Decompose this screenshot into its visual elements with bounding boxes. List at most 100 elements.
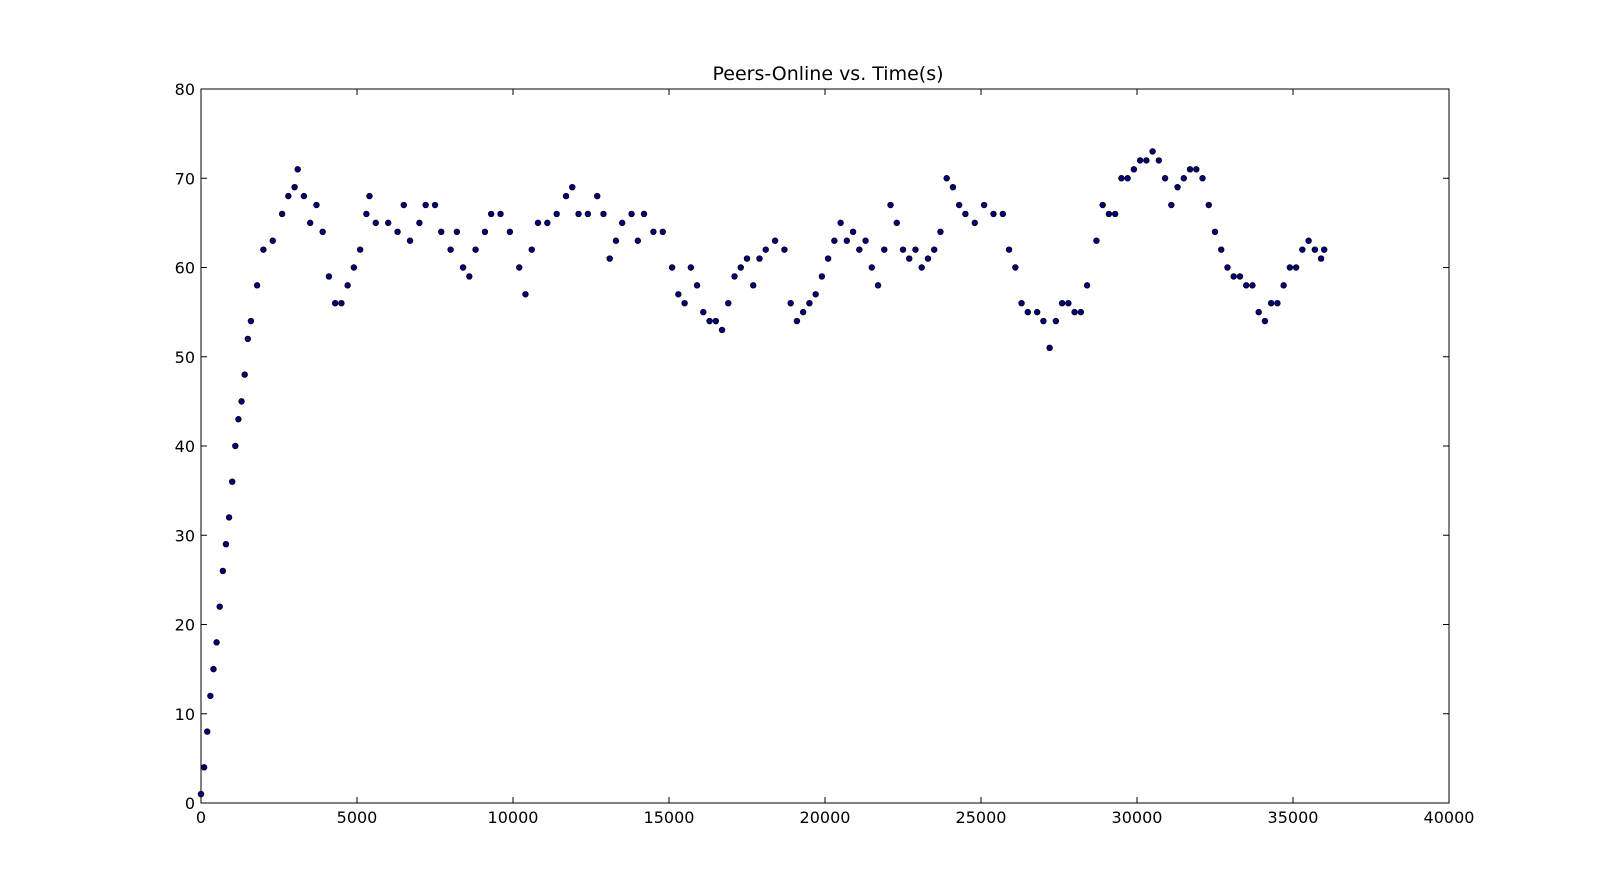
data-point (799, 308, 807, 316)
data-point (659, 228, 666, 235)
data-point (200, 764, 208, 771)
data-point (1205, 201, 1212, 209)
data-point (1161, 175, 1169, 182)
data-point (781, 246, 788, 253)
x-tick-label: 0 (196, 808, 206, 827)
data-point (675, 291, 682, 298)
data-point (1136, 157, 1144, 164)
data-point (235, 416, 242, 423)
data-point (971, 219, 978, 227)
data-point (575, 210, 582, 218)
data-point (594, 192, 601, 200)
data-point (294, 166, 301, 173)
data-point (307, 219, 314, 227)
data-point (1174, 183, 1181, 191)
chart-title: Peers-Online vs. Time(s) (712, 63, 943, 85)
data-point (1317, 255, 1325, 262)
data-point (269, 237, 276, 244)
data-point (762, 246, 769, 253)
data-point (213, 639, 220, 646)
data-point (344, 282, 351, 289)
data-point (438, 228, 445, 235)
data-point (955, 201, 963, 209)
data-point (216, 603, 223, 610)
data-point (422, 201, 429, 209)
data-point (906, 255, 913, 262)
data-point (1018, 300, 1025, 307)
x-tick-label: 40000 (1424, 808, 1475, 827)
data-point (522, 291, 529, 298)
data-point (980, 201, 988, 209)
data-point (1077, 308, 1085, 316)
data-point (1143, 157, 1150, 164)
data-point (899, 246, 907, 253)
data-point (331, 300, 339, 307)
data-point (881, 246, 888, 253)
data-point (1099, 201, 1106, 209)
data-point (238, 398, 245, 405)
data-point (253, 282, 261, 289)
data-point (1320, 246, 1328, 253)
data-point (400, 201, 407, 209)
data-point (1224, 264, 1231, 271)
data-point (1311, 246, 1319, 253)
data-point (1274, 300, 1281, 307)
data-point (1242, 282, 1250, 289)
data-point (1118, 175, 1125, 182)
data-points (197, 148, 1328, 798)
data-point (466, 273, 473, 280)
data-point (1124, 175, 1131, 182)
data-point (1024, 308, 1031, 316)
data-point (912, 246, 919, 253)
data-point (278, 210, 286, 218)
data-point (528, 246, 535, 253)
data-point (687, 264, 695, 271)
data-point (1180, 175, 1187, 182)
y-tick-label: 80 (175, 80, 195, 99)
data-point (1093, 237, 1100, 244)
data-point (640, 210, 648, 218)
data-point (453, 228, 461, 235)
data-point (887, 201, 894, 209)
data-point (228, 478, 236, 485)
data-point (1218, 246, 1225, 253)
y-tick-label: 20 (175, 616, 195, 635)
data-point (962, 210, 969, 218)
data-point (1149, 148, 1156, 155)
data-point (771, 237, 779, 244)
data-point (849, 228, 857, 235)
data-point (737, 264, 744, 271)
data-point (313, 201, 320, 209)
data-point (1058, 300, 1066, 307)
data-point (756, 255, 763, 262)
data-point (562, 192, 570, 200)
y-tick-label: 10 (175, 705, 195, 724)
data-point (241, 371, 248, 378)
data-point (634, 237, 641, 244)
data-point (1211, 228, 1219, 235)
data-point (210, 665, 217, 673)
data-point (260, 246, 267, 253)
data-point (606, 255, 613, 262)
data-point (1292, 264, 1300, 271)
data-point (497, 210, 504, 218)
y-tick-label: 40 (175, 437, 195, 456)
data-point (943, 175, 950, 182)
data-point (1046, 344, 1053, 352)
data-point (918, 264, 925, 271)
axis-ticks (200, 88, 1450, 804)
data-point (831, 237, 838, 244)
data-point (1299, 246, 1306, 253)
data-point (700, 308, 707, 316)
tick-labels: 0 5000 10000 15000 20000 25000 30000 35000 40000… (175, 80, 1475, 827)
data-point (1005, 246, 1013, 253)
data-point (600, 210, 607, 218)
data-point (1083, 282, 1091, 289)
data-point (750, 282, 757, 289)
data-point (225, 514, 233, 521)
data-point (806, 300, 813, 307)
data-point (232, 442, 239, 450)
data-point (222, 540, 230, 548)
